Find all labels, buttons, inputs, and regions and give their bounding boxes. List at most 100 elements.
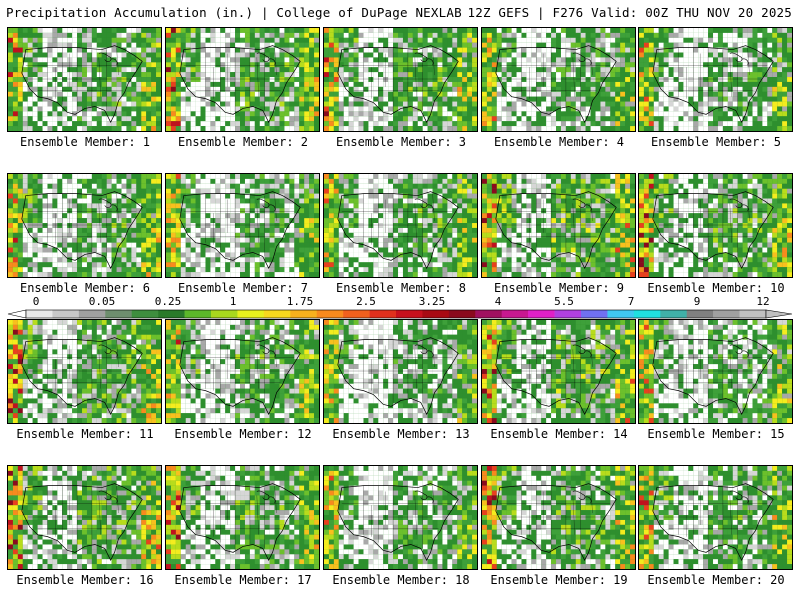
precip-map-image [166, 28, 319, 131]
ensemble-member-panel [165, 173, 320, 278]
colorbar-tick-label: 7 [627, 295, 635, 308]
precip-map-image [639, 28, 792, 131]
ensemble-member-label: Ensemble Member: 8 [335, 281, 467, 295]
colorbar-swatch [713, 310, 740, 318]
ensemble-member-label: Ensemble Member: 20 [647, 573, 785, 587]
ensemble-member-panel [481, 27, 636, 132]
ensemble-member-label: Ensemble Member: 10 [647, 281, 785, 295]
colorbar-swatch [369, 310, 397, 318]
colorbar-tick-label: 2.5 [356, 295, 376, 308]
colorbar-swatch [475, 310, 503, 318]
ensemble-member-label: Ensemble Member: 11 [16, 427, 154, 441]
colorbar-left-arrow [7, 309, 27, 319]
ensemble-member-label: Ensemble Member: 12 [174, 427, 312, 441]
colorbar-swatch [105, 310, 133, 318]
colorbar-swatch [131, 310, 159, 318]
colorbar-swatch [211, 310, 238, 318]
colorbar-swatch [686, 310, 714, 318]
precip-map-image [639, 320, 792, 423]
colorbar-tick-label: 1.75 [286, 295, 314, 308]
ensemble-member-label: Ensemble Member: 4 [493, 135, 625, 149]
ensemble-member-panel [481, 173, 636, 278]
colorbar-tick-label: 9 [693, 295, 701, 308]
precip-map-image [482, 466, 635, 569]
colorbar: 0 0.05 0.25 1 1.75 2.5 3.25 4 5.5 7 9 12 [0, 296, 800, 320]
colorbar-tick-label: 3.25 [418, 295, 446, 308]
colorbar-swatch [528, 310, 555, 318]
ensemble-member-panel [7, 465, 162, 570]
ensemble-member-label: Ensemble Member: 18 [332, 573, 470, 587]
colorbar-swatch [581, 310, 608, 318]
precip-map-image [482, 320, 635, 423]
colorbar-tick-label: 4 [494, 295, 502, 308]
ensemble-member-label: Ensemble Member: 6 [19, 281, 151, 295]
colorbar-tick-label: 0.25 [154, 295, 182, 308]
colorbar-strip [7, 309, 793, 319]
header-run-info: 12Z GEFS | F276 Valid: 00Z THU NOV 20 20… [467, 5, 792, 20]
colorbar-swatch [26, 310, 53, 318]
colorbar-swatch [422, 310, 450, 318]
precip-map-image [8, 28, 161, 131]
colorbar-tick-label: 12 [756, 295, 770, 308]
ensemble-member-panel [323, 465, 478, 570]
ensemble-member-panel [638, 173, 793, 278]
ensemble-member-panel [7, 27, 162, 132]
precip-map-image [639, 174, 792, 277]
precip-map-image [166, 320, 319, 423]
colorbar-swatch [501, 310, 529, 318]
ensemble-member-panel [165, 27, 320, 132]
ensemble-member-panel [638, 319, 793, 424]
colorbar-tick-label: 5.5 [554, 295, 574, 308]
precip-map-image [482, 174, 635, 277]
colorbar-labels: 0 0.05 0.25 1 1.75 2.5 3.25 4 5.5 7 9 12 [0, 296, 800, 308]
colorbar-swatch [633, 310, 661, 318]
ensemble-member-label: Ensemble Member: 13 [332, 427, 470, 441]
colorbar-swatch [237, 310, 265, 318]
ensemble-member-label: Ensemble Member: 5 [650, 135, 782, 149]
ensemble-member-panel [481, 319, 636, 424]
header-title: Precipitation Accumulation (in.) | Colle… [6, 5, 462, 20]
ensemble-member-label: Ensemble Member: 3 [335, 135, 467, 149]
ensemble-member-label: Ensemble Member: 14 [490, 427, 628, 441]
colorbar-swatch [607, 310, 635, 318]
ensemble-member-label: Ensemble Member: 2 [177, 135, 309, 149]
precip-map-image [639, 466, 792, 569]
precip-map-image [324, 28, 477, 131]
colorbar-swatch [396, 310, 423, 318]
ensemble-member-label: Ensemble Member: 16 [16, 573, 154, 587]
ensemble-member-panel [638, 27, 793, 132]
ensemble-member-panel [7, 319, 162, 424]
ensemble-member-label: Ensemble Member: 17 [174, 573, 312, 587]
colorbar-swatch [78, 310, 106, 318]
precip-map-image [482, 28, 635, 131]
ensemble-member-panel [481, 465, 636, 570]
ensemble-member-panel [7, 173, 162, 278]
precip-map-image [166, 466, 319, 569]
colorbar-right-arrow [765, 309, 793, 319]
ensemble-member-panel [165, 319, 320, 424]
ensemble-member-label: Ensemble Member: 15 [647, 427, 785, 441]
precip-map-image [324, 174, 477, 277]
colorbar-tick-label: 0 [32, 295, 40, 308]
ensemble-member-panel [323, 319, 478, 424]
precip-map-image [8, 174, 161, 277]
precip-map-image [8, 466, 161, 569]
colorbar-swatch [52, 310, 80, 318]
ensemble-member-panel [165, 465, 320, 570]
colorbar-swatch [660, 310, 688, 318]
colorbar-swatch [554, 310, 582, 318]
colorbar-swatch [184, 310, 212, 318]
colorbar-tick-label: 1 [229, 295, 237, 308]
colorbar-swatch [158, 310, 185, 318]
precip-map-image [324, 320, 477, 423]
colorbar-swatch [263, 310, 291, 318]
colorbar-swatch [290, 310, 318, 318]
ensemble-member-label: Ensemble Member: 9 [493, 281, 625, 295]
ensemble-member-panel [323, 27, 478, 132]
ensemble-member-panel [638, 465, 793, 570]
ensemble-member-label: Ensemble Member: 7 [177, 281, 309, 295]
precip-map-image [166, 174, 319, 277]
colorbar-swatch [739, 310, 767, 318]
colorbar-swatch [316, 310, 344, 318]
precip-map-image [324, 466, 477, 569]
